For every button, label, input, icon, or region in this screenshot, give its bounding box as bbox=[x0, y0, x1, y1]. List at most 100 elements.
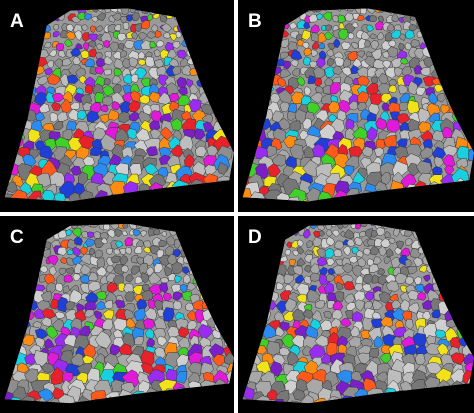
grain bbox=[58, 394, 76, 404]
grain bbox=[350, 42, 359, 50]
grain bbox=[141, 290, 154, 302]
grain bbox=[54, 311, 66, 319]
grain bbox=[53, 24, 60, 31]
grain bbox=[402, 371, 416, 384]
panel: A bbox=[0, 0, 235, 212]
grain bbox=[375, 226, 386, 237]
grain bbox=[391, 299, 403, 309]
grain bbox=[36, 75, 49, 85]
grain bbox=[344, 229, 355, 240]
grain bbox=[181, 291, 193, 302]
grain bbox=[158, 254, 171, 267]
grain bbox=[125, 246, 132, 255]
grain bbox=[380, 172, 392, 185]
grain bbox=[366, 126, 378, 142]
grain bbox=[112, 337, 126, 348]
grain bbox=[385, 248, 394, 258]
grain bbox=[317, 191, 334, 202]
grain bbox=[44, 338, 55, 349]
grain bbox=[318, 42, 326, 50]
grain bbox=[378, 291, 392, 304]
grain bbox=[408, 23, 418, 31]
grain bbox=[74, 29, 83, 41]
grain bbox=[40, 290, 53, 302]
grain bbox=[410, 39, 421, 48]
grain bbox=[158, 239, 168, 247]
grain bbox=[283, 273, 295, 285]
grain bbox=[174, 274, 182, 284]
grain bbox=[75, 395, 91, 404]
grain bbox=[292, 389, 306, 401]
grain bbox=[302, 159, 321, 178]
grain bbox=[85, 238, 96, 247]
grain bbox=[390, 29, 402, 39]
grain bbox=[362, 317, 374, 331]
grain bbox=[62, 285, 70, 294]
grain bbox=[400, 57, 409, 65]
grain bbox=[343, 58, 352, 68]
grain bbox=[118, 111, 133, 123]
grain bbox=[149, 40, 157, 49]
grain bbox=[287, 351, 300, 366]
grain bbox=[60, 98, 73, 114]
grain bbox=[51, 101, 61, 112]
grain bbox=[292, 68, 301, 77]
grain bbox=[171, 65, 182, 76]
grain bbox=[140, 230, 147, 237]
grain bbox=[281, 333, 297, 349]
grain bbox=[317, 256, 328, 267]
grain bbox=[303, 56, 312, 67]
grain bbox=[119, 247, 127, 256]
grain bbox=[280, 51, 289, 60]
grain bbox=[324, 248, 336, 259]
grain bbox=[41, 362, 55, 373]
grain bbox=[348, 336, 362, 349]
grain bbox=[340, 41, 351, 50]
grain bbox=[108, 109, 121, 121]
grain bbox=[377, 32, 385, 41]
grain bbox=[124, 237, 134, 247]
grain bbox=[355, 50, 365, 58]
grain bbox=[66, 74, 79, 84]
grain bbox=[49, 112, 60, 123]
grain bbox=[315, 300, 325, 310]
grain bbox=[79, 325, 91, 337]
grain bbox=[114, 228, 123, 237]
grain bbox=[36, 172, 52, 188]
grain bbox=[69, 288, 84, 304]
grain bbox=[172, 40, 181, 50]
grain bbox=[266, 145, 277, 158]
grain bbox=[88, 48, 98, 58]
grain bbox=[90, 16, 99, 23]
grain bbox=[364, 40, 371, 48]
grain bbox=[90, 25, 97, 33]
grain bbox=[132, 229, 141, 237]
grain bbox=[333, 38, 341, 48]
grain bbox=[361, 146, 374, 158]
grain bbox=[271, 154, 286, 167]
panel-label: B bbox=[248, 11, 262, 32]
grain bbox=[388, 84, 398, 94]
grain bbox=[81, 230, 89, 239]
grain bbox=[122, 223, 129, 229]
grain bbox=[194, 128, 206, 140]
grain bbox=[357, 14, 365, 22]
grain bbox=[176, 49, 188, 59]
grain bbox=[335, 281, 344, 291]
grain bbox=[301, 29, 311, 41]
grain bbox=[369, 33, 378, 40]
grain bbox=[34, 328, 48, 340]
grain bbox=[346, 8, 355, 12]
grain bbox=[347, 32, 355, 40]
grain bbox=[36, 396, 51, 404]
panel-label: D bbox=[248, 227, 262, 248]
grain bbox=[187, 362, 203, 377]
grain bbox=[79, 223, 87, 228]
grain bbox=[49, 49, 57, 58]
grain bbox=[106, 282, 118, 293]
grain bbox=[171, 261, 185, 275]
grain bbox=[434, 329, 447, 339]
grain bbox=[130, 265, 141, 275]
grain bbox=[428, 92, 439, 105]
grain bbox=[52, 31, 60, 38]
